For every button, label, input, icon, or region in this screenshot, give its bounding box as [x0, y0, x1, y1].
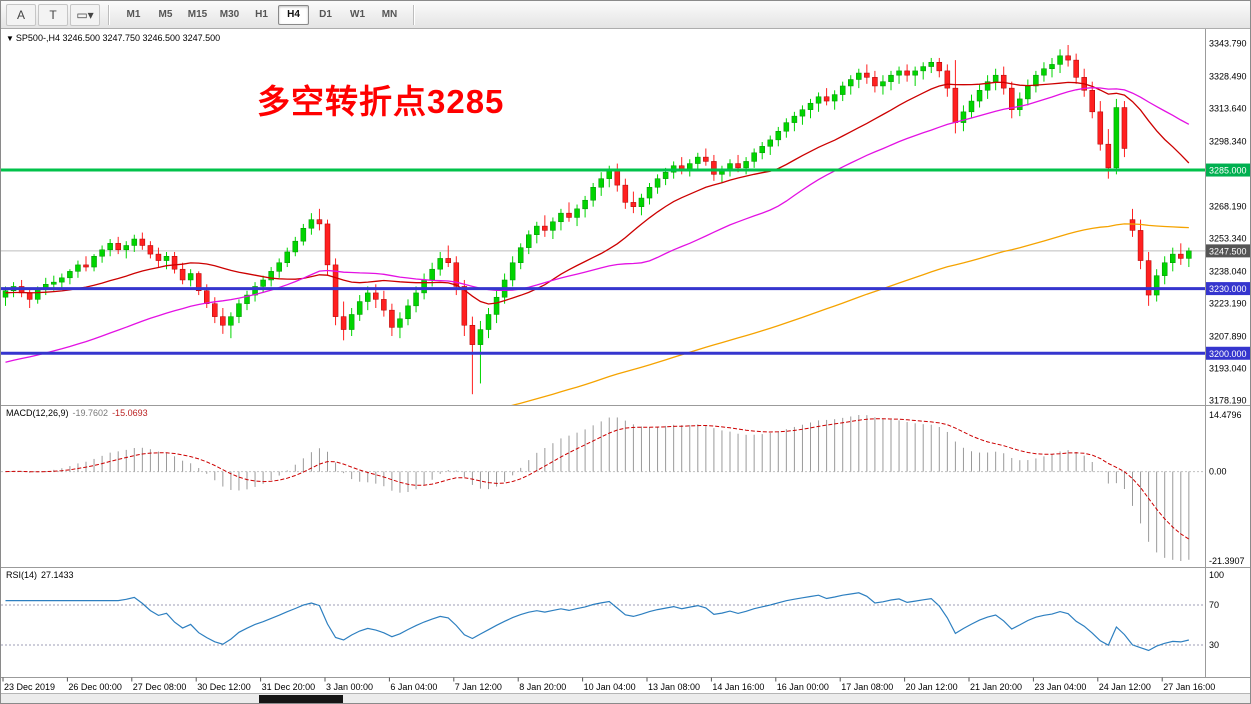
svg-text:26 Dec 00:00: 26 Dec 00:00: [68, 682, 122, 692]
symbol-ohlc-text: SP500-,H4 3246.500 3247.750 3246.500 324…: [15, 33, 221, 43]
macd-signal-value: -15.0693: [112, 408, 148, 418]
text-label-button[interactable]: T: [38, 3, 68, 26]
svg-text:3 Jan 00:00: 3 Jan 00:00: [326, 682, 373, 692]
timeframe-button-m5[interactable]: M5: [158, 9, 173, 20]
chart-canvas[interactable]: 3343.790 3328.490 3313.640 3298.340 3268.190…: [1, 29, 1251, 696]
bottom-strip: [1, 693, 1250, 703]
shapes-dropdown-button[interactable]: ▭▾: [70, 3, 100, 26]
svg-text:7 Jan 12:00: 7 Jan 12:00: [455, 682, 502, 692]
symbol-ohlc-header: ▼ SP500-,H4 3246.500 3247.750 3246.500 32…: [6, 33, 220, 43]
ma-20-line: [5, 81, 1190, 305]
svg-text:17 Jan 08:00: 17 Jan 08:00: [841, 682, 893, 692]
chart-text-annotation[interactable]: 多空转折点3285: [257, 83, 505, 120]
svg-text:30: 30: [1209, 640, 1219, 650]
timeframe-button-mn[interactable]: MN: [381, 9, 398, 20]
collapse-arrow-icon[interactable]: ▼: [6, 34, 14, 43]
rsi-title: RSI(14): [6, 570, 38, 580]
price-badge-3285.000: [1206, 163, 1250, 177]
svg-text:-21.3907: -21.3907: [1209, 556, 1245, 566]
svg-text:3328.490: 3328.490: [1209, 71, 1247, 81]
svg-text:20 Jan 12:00: 20 Jan 12:00: [906, 682, 958, 692]
svg-text:8 Jan 20:00: 8 Jan 20:00: [519, 682, 566, 692]
moving-averages-layer: [5, 81, 1190, 405]
ma-40-line: [5, 87, 1190, 363]
price-badge-3230.000: [1206, 282, 1250, 296]
toolbar: A T ▭▾ M1 M5 M15 M30 H1 H4 D1 W1 MN: [1, 1, 1250, 29]
rsi-value: 27.1433: [41, 570, 74, 580]
rsi-header: RSI(14) 27.1433: [6, 570, 74, 580]
ma-150-line: [511, 223, 1189, 405]
macd-title: MACD(12,26,9): [6, 408, 69, 418]
timeframe-button-h4[interactable]: H4: [278, 4, 309, 25]
macd-signal-line: [5, 418, 1190, 540]
timeframe-button-m1[interactable]: M1: [126, 9, 141, 20]
svg-text:31 Dec 20:00: 31 Dec 20:00: [262, 682, 316, 692]
svg-text:3230.000: 3230.000: [1209, 284, 1247, 294]
svg-text:27 Jan 16:00: 27 Jan 16:00: [1163, 682, 1215, 692]
macd-main-value: -19.7602: [72, 408, 109, 418]
svg-text:70: 70: [1209, 600, 1219, 610]
svg-text:3193.040: 3193.040: [1209, 363, 1247, 373]
timeframe-button-m30[interactable]: M30: [219, 9, 240, 20]
toolbar-separator-2: [413, 4, 415, 25]
svg-text:3223.190: 3223.190: [1209, 298, 1247, 308]
svg-text:6 Jan 04:00: 6 Jan 04:00: [390, 682, 437, 692]
price-badge-3247.500: [1206, 244, 1250, 258]
svg-text:24 Jan 12:00: 24 Jan 12:00: [1099, 682, 1151, 692]
svg-text:10 Jan 04:00: 10 Jan 04:00: [584, 682, 636, 692]
svg-text:14.4796: 14.4796: [1209, 410, 1242, 420]
svg-text:14 Jan 16:00: 14 Jan 16:00: [712, 682, 764, 692]
rsi-line: [5, 592, 1189, 652]
annotation-tools-group: A T ▭▾: [6, 3, 100, 26]
timeframe-button-h1[interactable]: H1: [255, 9, 268, 20]
toolbar-separator: [108, 4, 110, 25]
timeframe-button-d1[interactable]: D1: [319, 9, 332, 20]
svg-text:3313.640: 3313.640: [1209, 103, 1247, 113]
svg-text:3268.190: 3268.190: [1209, 201, 1247, 211]
price-badge-3200.000: [1206, 346, 1250, 360]
svg-text:3178.190: 3178.190: [1209, 395, 1247, 405]
svg-text:3247.500: 3247.500: [1209, 246, 1247, 256]
svg-text:3253.340: 3253.340: [1209, 233, 1247, 243]
macd-histogram: [13, 415, 1190, 561]
svg-text:27 Dec 08:00: 27 Dec 08:00: [133, 682, 187, 692]
svg-text:3298.340: 3298.340: [1209, 136, 1247, 146]
svg-text:16 Jan 00:00: 16 Jan 00:00: [777, 682, 829, 692]
svg-text:21 Jan 20:00: 21 Jan 20:00: [970, 682, 1022, 692]
text-annotation-button[interactable]: A: [6, 3, 36, 26]
timeframe-button-w1[interactable]: W1: [350, 9, 365, 20]
svg-text:3238.040: 3238.040: [1209, 266, 1247, 276]
svg-text:3285.000: 3285.000: [1209, 166, 1247, 176]
svg-text:100: 100: [1209, 570, 1224, 580]
svg-text:23 Jan 04:00: 23 Jan 04:00: [1034, 682, 1086, 692]
svg-text:30 Dec 12:00: 30 Dec 12:00: [197, 682, 251, 692]
svg-text:3200.000: 3200.000: [1209, 349, 1247, 359]
svg-text:3343.790: 3343.790: [1209, 38, 1247, 48]
svg-text:3207.890: 3207.890: [1209, 331, 1247, 341]
svg-text:0.00: 0.00: [1209, 467, 1227, 477]
svg-text:23 Dec 2019: 23 Dec 2019: [4, 682, 55, 692]
timeframe-button-m15[interactable]: M15: [187, 9, 208, 20]
bottom-dark-tab: [259, 695, 343, 703]
candles-layer: [2, 45, 1192, 395]
macd-header: MACD(12,26,9) -19.7602 -15.0693: [6, 408, 148, 418]
timeframe-buttons-group: M1 M5 M15 M30 H1 H4 D1 W1 MN: [118, 4, 405, 25]
svg-text:13 Jan 08:00: 13 Jan 08:00: [648, 682, 700, 692]
